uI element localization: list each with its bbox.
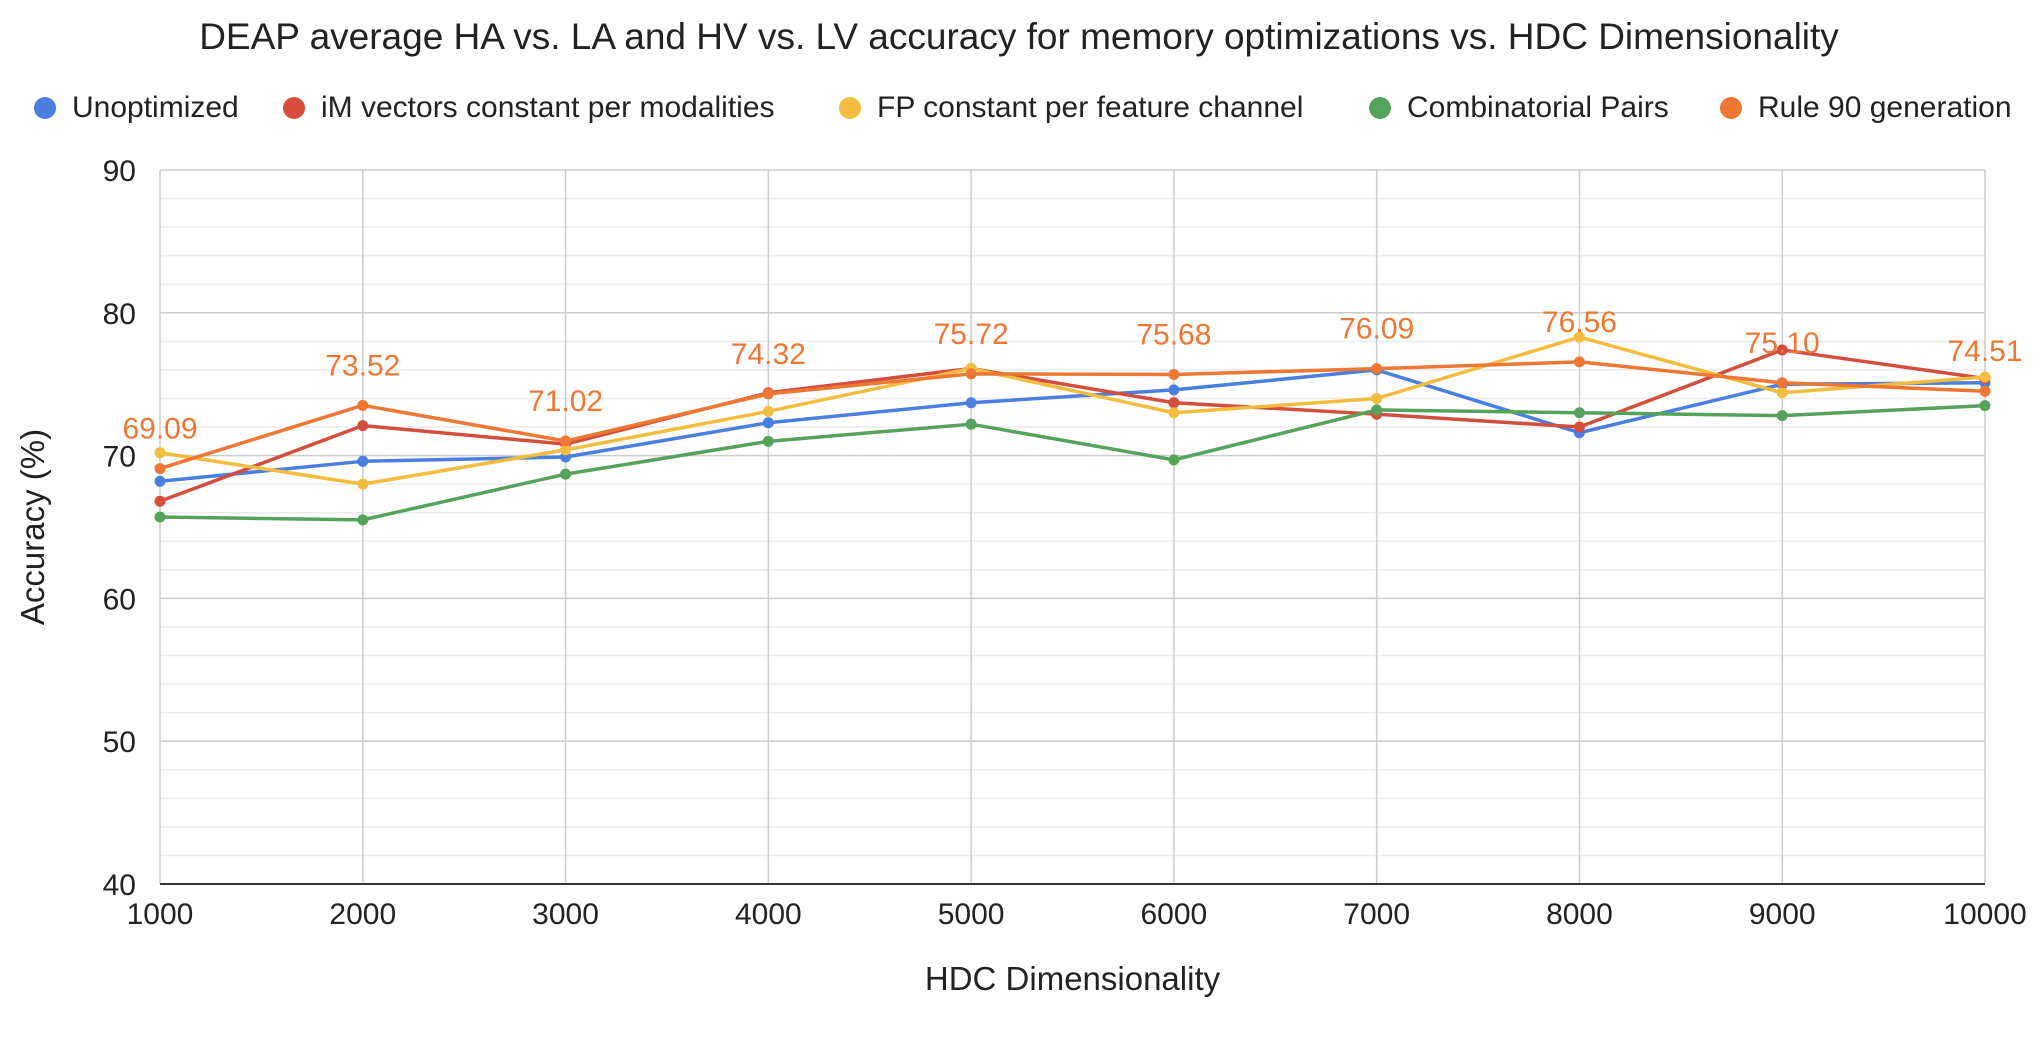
legend-item-rule-90[interactable]: Rule 90 generation: [1720, 86, 2012, 130]
data-point: [357, 514, 369, 526]
legend-item-fp-constant[interactable]: FP constant per feature channel: [839, 86, 1303, 130]
x-tick-label: 3000: [532, 898, 599, 931]
x-tick-label: 9000: [1749, 898, 1816, 931]
data-point: [762, 435, 774, 447]
legend-label: Combinatorial Pairs: [1407, 91, 1669, 124]
data-point: [965, 368, 977, 380]
data-point: [1979, 385, 1991, 397]
x-axis-title: HDC Dimensionality: [925, 960, 1221, 997]
x-tick-label: 2000: [329, 898, 396, 931]
data-point: [1776, 377, 1788, 389]
y-tick-label: 50: [103, 726, 136, 759]
legend-label: Unoptimized: [72, 91, 239, 124]
y-tick-label: 60: [103, 583, 136, 616]
data-label: 74.51: [1947, 335, 2022, 368]
x-tick-label: 10000: [1943, 898, 2026, 931]
y-tick-label: 90: [103, 155, 136, 188]
data-point: [1979, 400, 1991, 412]
legend: Unoptimized iM vectors constant per moda…: [0, 86, 2038, 130]
data-label: 73.52: [325, 349, 400, 382]
series-line-1: [158, 348, 1987, 504]
legend-item-unoptimized[interactable]: Unoptimized: [34, 86, 239, 130]
data-point: [762, 388, 774, 400]
data-point: [560, 435, 572, 447]
data-point: [1573, 331, 1585, 343]
data-label: 75.10: [1745, 327, 1820, 360]
data-label: 74.32: [731, 338, 806, 371]
series-line-3: [158, 403, 1987, 522]
data-point: [1573, 356, 1585, 368]
y-tick-label: 80: [103, 298, 136, 331]
data-point: [1371, 392, 1383, 404]
data-point: [1168, 407, 1180, 419]
legend-dot-icon: [1369, 97, 1391, 119]
x-tick-label: 4000: [735, 898, 802, 931]
legend-dot-icon: [839, 97, 861, 119]
data-point: [154, 463, 166, 475]
x-tick-label: 6000: [1141, 898, 1208, 931]
data-label: 75.68: [1136, 318, 1211, 351]
x-tick-label: 8000: [1546, 898, 1613, 931]
data-point: [965, 418, 977, 430]
data-point: [1168, 384, 1180, 396]
data-label: 69.09: [122, 413, 197, 446]
data-point: [357, 399, 369, 411]
data-point: [1776, 410, 1788, 422]
data-point: [1371, 404, 1383, 416]
series-line-4: [158, 360, 1987, 471]
y-tick-label: 40: [103, 869, 136, 902]
legend-dot-icon: [34, 97, 56, 119]
data-point: [1371, 363, 1383, 375]
legend-label: iM vectors constant per modalities: [321, 91, 775, 124]
data-point: [154, 495, 166, 507]
data-point: [1776, 344, 1788, 356]
x-tick-label: 5000: [938, 898, 1005, 931]
y-tick-label: 70: [103, 441, 136, 474]
data-point: [1979, 371, 1991, 383]
series-line-0: [158, 368, 1987, 484]
data-point: [1168, 397, 1180, 409]
legend-dot-icon: [1720, 97, 1742, 119]
data-point: [1168, 368, 1180, 380]
legend-item-combinatorial-pairs[interactable]: Combinatorial Pairs: [1369, 86, 1669, 130]
data-point: [560, 444, 572, 456]
legend-label: Rule 90 generation: [1758, 91, 2012, 124]
data-point: [1573, 421, 1585, 433]
data-label: 76.09: [1339, 313, 1414, 346]
data-label: 75.72: [934, 318, 1009, 351]
chart-title: DEAP average HA vs. LA and HV vs. LV acc…: [199, 16, 1839, 57]
data-point: [965, 397, 977, 409]
legend-dot-icon: [283, 97, 305, 119]
data-point: [154, 475, 166, 487]
data-point: [560, 468, 572, 480]
data-point: [357, 455, 369, 467]
data-point: [154, 447, 166, 459]
data-point: [154, 511, 166, 523]
x-tick-label: 1000: [127, 898, 194, 931]
data-point: [1168, 454, 1180, 466]
y-axis-title: Accuracy (%): [14, 429, 51, 625]
data-point: [1573, 407, 1585, 419]
data-label: 71.02: [528, 385, 603, 418]
data-point: [1776, 387, 1788, 399]
legend-item-im-vectors[interactable]: iM vectors constant per modalities: [283, 86, 775, 130]
data-point: [762, 417, 774, 429]
series-line-2: [158, 335, 1987, 486]
data-point: [357, 478, 369, 490]
x-tick-label: 7000: [1343, 898, 1410, 931]
data-label: 76.56: [1542, 306, 1617, 339]
legend-label: FP constant per feature channel: [877, 91, 1304, 124]
data-point: [357, 420, 369, 432]
data-point: [762, 405, 774, 417]
